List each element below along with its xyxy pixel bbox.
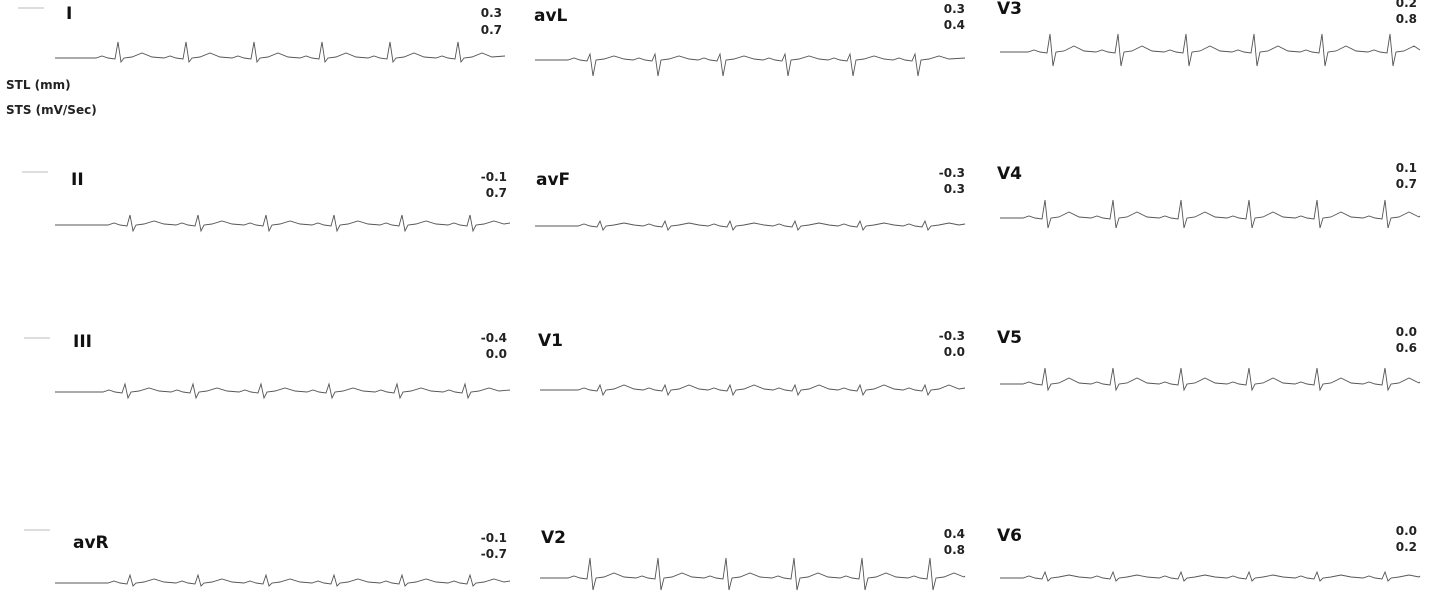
lead-label-V4: V4: [997, 164, 1022, 184]
lead-label-V6: V6: [997, 526, 1022, 546]
sts-value-V2: 0.8: [943, 543, 965, 557]
ecg-trace-V3: [1000, 33, 1421, 67]
stl-value-V2: 0.4: [943, 527, 965, 541]
lead-label-avR: avR: [73, 533, 109, 553]
ecg-trace-avR: [55, 573, 511, 587]
stl-value-V5: 0.0: [1395, 325, 1417, 339]
lead-label-V3: V3: [997, 0, 1022, 19]
sts-legend: STS (mV/Sec): [6, 103, 97, 117]
sts-value-V6: 0.2: [1395, 540, 1417, 554]
lead-label-V5: V5: [997, 328, 1022, 348]
stl-value-II: -0.1: [480, 170, 507, 184]
ecg-trace-avL: [535, 52, 966, 77]
ecg-trace-V6: [1000, 570, 1421, 582]
ecg-trace-II: [55, 214, 511, 233]
ecg-trace-III: [55, 382, 511, 400]
sts-value-V3: 0.8: [1395, 12, 1417, 26]
sts-value-V1: 0.0: [943, 345, 965, 359]
sts-value-III: 0.0: [485, 347, 507, 361]
stl-value-avF: -0.3: [938, 166, 965, 180]
stl-value-avL: 0.3: [943, 2, 965, 16]
ecg-trace-I: [55, 41, 506, 64]
lead-label-I: I: [66, 4, 73, 24]
sts-value-I: 0.7: [480, 23, 502, 37]
stl-value-avR: -0.1: [480, 531, 507, 545]
sts-value-V4: 0.7: [1395, 177, 1417, 191]
stl-value-V1: -0.3: [938, 329, 965, 343]
stl-value-V6: 0.0: [1395, 524, 1417, 538]
sts-value-avL: 0.4: [943, 18, 965, 32]
sts-value-V5: 0.6: [1395, 341, 1417, 355]
lead-label-V2: V2: [541, 528, 566, 548]
ecg-trace-V1: [540, 383, 966, 397]
ecg-trace-V5: [1000, 367, 1421, 392]
lead-label-avF: avF: [536, 170, 571, 190]
lead-label-V1: V1: [538, 331, 563, 351]
stl-value-III: -0.4: [480, 331, 507, 345]
sts-value-II: 0.7: [485, 186, 507, 200]
ecg-trace-avF: [535, 219, 966, 231]
stl-value-V3: 0.2: [1395, 0, 1417, 10]
stl-value-I: 0.3: [480, 6, 502, 20]
ecg-trace-V2: [540, 557, 966, 591]
lead-label-avL: avL: [534, 6, 568, 26]
stl-value-V4: 0.1: [1395, 161, 1417, 175]
lead-label-II: II: [71, 170, 84, 190]
lead-label-III: III: [73, 332, 92, 352]
sts-value-avR: -0.7: [480, 547, 507, 561]
sts-value-avF: 0.3: [943, 182, 965, 196]
stl-legend: STL (mm): [6, 78, 71, 92]
ecg-trace-V4: [1000, 199, 1421, 229]
